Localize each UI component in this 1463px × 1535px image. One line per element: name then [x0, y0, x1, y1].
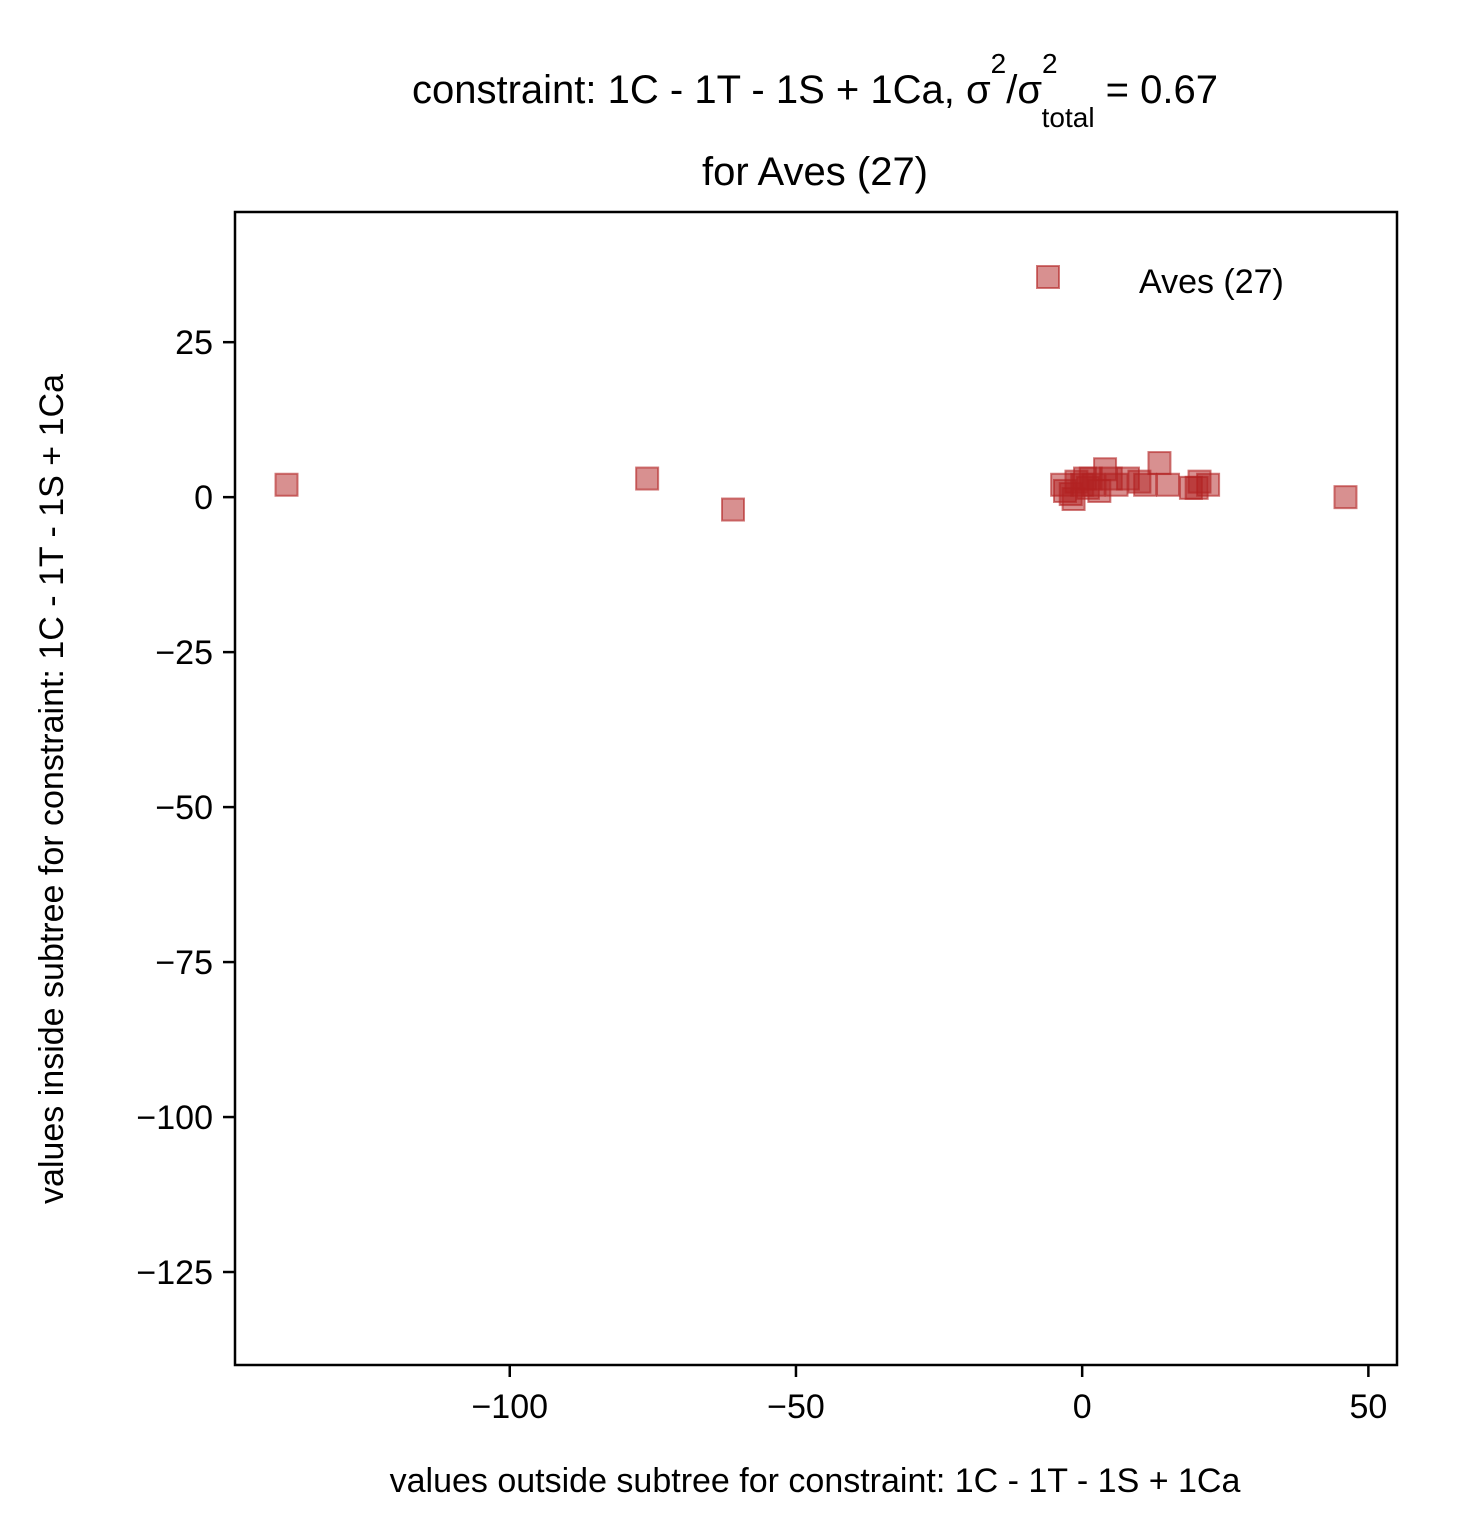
y-tick-label: −25 [155, 634, 213, 672]
y-tick-label: −125 [136, 1254, 213, 1292]
data-point [274, 472, 299, 497]
y-tick-label: −100 [136, 1099, 213, 1137]
y-tick-label: −75 [155, 944, 213, 982]
x-axis-ticks: −100 −50 0 50 [471, 1365, 1387, 1426]
title-sup-1: 2 [991, 48, 1007, 79]
title-mid: /σ [1006, 68, 1042, 112]
y-axis-label: values inside subtree for constraint: 1C… [33, 374, 71, 1204]
legend: Aves (27) [1036, 263, 1284, 301]
plot-frame [233, 210, 1399, 1367]
title-suffix: = 0.67 [1095, 68, 1218, 112]
data-point [1078, 466, 1103, 491]
data-point [1133, 472, 1158, 497]
data-point [1196, 472, 1221, 497]
y-tick-label: 0 [194, 479, 213, 517]
x-tick-label: 50 [1349, 1388, 1387, 1426]
title-sup-2: 2 [1042, 48, 1058, 79]
legend-label-aves: Aves (27) [1139, 263, 1284, 301]
data-point [1333, 485, 1358, 510]
data-point [635, 466, 660, 491]
data-point [1147, 451, 1172, 476]
plot-area [274, 451, 1358, 522]
data-point [1156, 472, 1181, 497]
y-tick-label: 25 [175, 324, 213, 362]
x-axis-label: values outside subtree for constraint: 1… [390, 1462, 1241, 1500]
title-sub: total [1042, 102, 1095, 133]
x-tick-label: −50 [767, 1388, 825, 1426]
chart-title: constraint: 1C - 1T - 1S + 1Ca, σ2/σ2 tot… [412, 48, 1218, 133]
x-tick-label: −100 [471, 1388, 548, 1426]
title-prefix: constraint: 1C - 1T - 1S + 1Ca, σ [412, 68, 991, 112]
data-point [721, 497, 745, 522]
x-tick-label: 0 [1073, 1388, 1092, 1426]
chart-subtitle: for Aves (27) [702, 150, 928, 194]
y-tick-label: −50 [155, 789, 213, 827]
y-axis-ticks: 25 0 −25 −50 −75 −100 −125 [136, 324, 235, 1292]
legend-marker-aves [1036, 265, 1060, 289]
